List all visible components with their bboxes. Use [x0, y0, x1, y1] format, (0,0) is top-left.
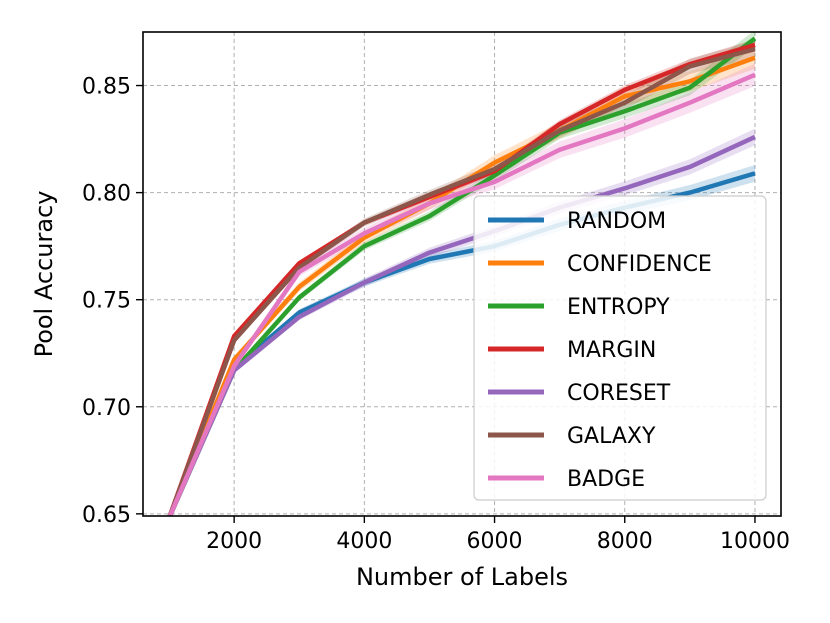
series-line-entropy [167, 36, 757, 516]
y-tick-label: 0.85 [82, 75, 131, 100]
y-tick-label: 0.65 [82, 503, 131, 528]
series-line-galaxy [167, 46, 756, 516]
y-tick-label: 0.75 [82, 289, 131, 314]
x-tick-label: 2000 [206, 529, 262, 554]
x-tick-label: 4000 [336, 529, 392, 554]
x-tick-label: 6000 [467, 529, 523, 554]
legend-label-entropy: ENTROPY [567, 295, 670, 320]
legend-label-confidence: CONFIDENCE [567, 252, 712, 277]
axis-ticks: 2000 4000 6000 8000 10000 0.65 0.70 0.75 0.80 0.8… [82, 75, 790, 554]
series-line-badge [167, 72, 756, 516]
series-line-coreset [167, 134, 756, 516]
series-lines [167, 36, 757, 516]
y-axis-label: Pool Accuracy [30, 191, 58, 358]
y-tick-label: 0.70 [82, 396, 131, 421]
legend-label-galaxy: GALAXY [567, 424, 656, 449]
legend-label-margin: MARGIN [567, 338, 656, 363]
legend-box [473, 195, 767, 501]
x-axis-label: Number of Labels [356, 563, 568, 591]
band-coreset [169, 128, 755, 516]
y-tick-label: 0.80 [82, 182, 131, 207]
legend-label-coreset: CORESET [567, 381, 671, 406]
x-tick-label: 10000 [720, 529, 790, 554]
legend: RANDOM CONFIDENCE ENTROPY MARGIN CORESET GALA… [473, 195, 767, 501]
legend-label-random: RANDOM [567, 209, 666, 234]
legend-label-badge: BADGE [567, 467, 645, 492]
x-tick-label: 8000 [597, 529, 653, 554]
plot-frame [142, 31, 782, 517]
